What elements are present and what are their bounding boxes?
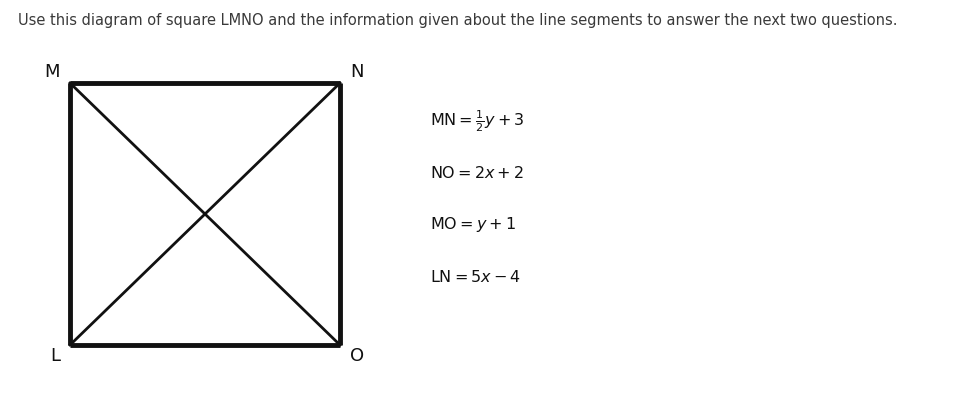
Text: LN$=5x-4$: LN$=5x-4$ <box>430 269 521 285</box>
Text: Use this diagram of square LMNO and the information given about the line segment: Use this diagram of square LMNO and the … <box>18 13 897 28</box>
Text: L: L <box>50 347 60 365</box>
Text: MO$=y+1$: MO$=y+1$ <box>430 215 516 235</box>
Text: NO$=2x+2$: NO$=2x+2$ <box>430 165 524 181</box>
Text: M: M <box>45 63 60 81</box>
Text: N: N <box>350 63 363 81</box>
Text: O: O <box>350 347 364 365</box>
Text: MN$=\frac{1}{2}y+3$: MN$=\frac{1}{2}y+3$ <box>430 108 524 134</box>
